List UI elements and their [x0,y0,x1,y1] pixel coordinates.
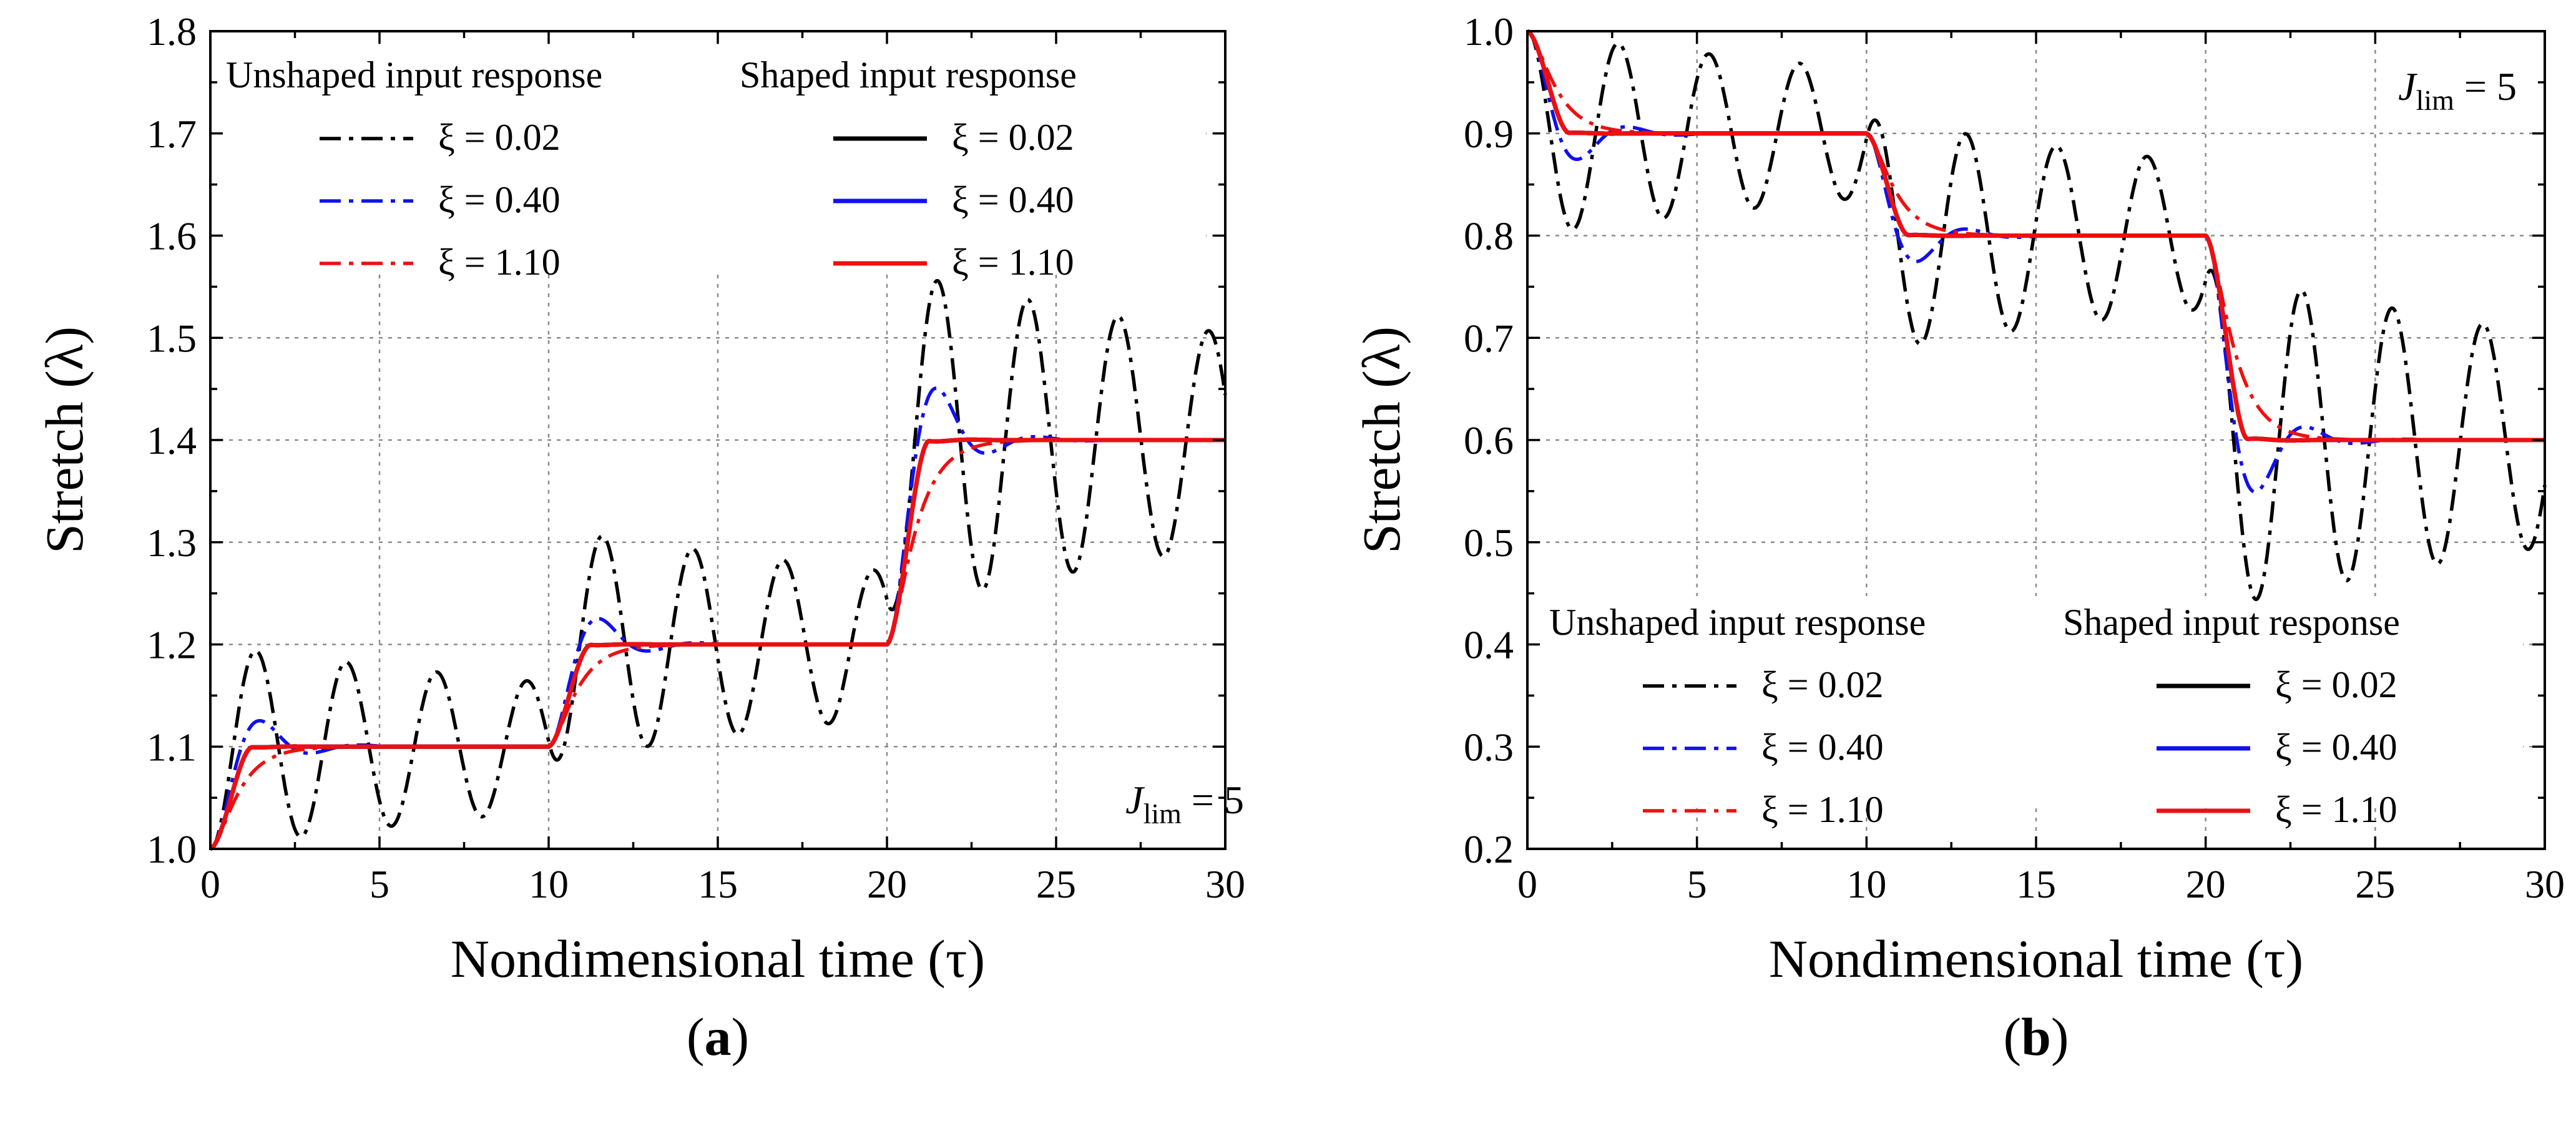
y-tick-label: 0.2 [1464,827,1514,871]
caption-letter: b [2021,1007,2051,1067]
caption-paren: ) [2051,1007,2069,1067]
caption-paren: ( [687,1007,705,1067]
series-lines [208,278,1227,851]
x-tick-label: 25 [1036,862,1076,906]
x-tick-label: 30 [2525,862,2565,906]
x-tick-label: 0 [200,862,220,906]
caption-letter: a [705,1007,732,1067]
y-axis-label: Stretch (λ) [34,326,94,554]
y-tick-label: 0.3 [1464,725,1514,769]
legend-background [1530,596,2523,805]
x-axis-label: Nondimensional time (τ) [451,929,985,989]
y-tick-label: 0.9 [1464,112,1514,156]
series-line-shaped-r [1526,29,2547,443]
y-tick-label: 1.0 [147,827,197,871]
jlim-annotation: Jlim = 5 [2398,64,2517,116]
ticks: 0 5 10 15 20 25 30 0.2 0.3 0.4 0.5 0.6 0.7 0.8 0.9 1.0 [1464,9,2565,906]
annotation-subscript: lim [2416,84,2455,116]
y-tick-label: 1.8 [147,9,197,54]
legend-label-unshaped-k: ξ = 0.02 [1761,664,1884,705]
y-tick-label: 1.6 [147,214,197,258]
y-tick-label: 1.3 [147,521,197,565]
legend-label-shaped-r: ξ = 1.10 [2275,789,2397,830]
annotation-symbol: J [2398,64,2417,109]
series-lines [1526,29,2547,602]
legend-header-unshaped: Unshaped input response [226,54,602,95]
x-tick-label: 25 [2355,862,2395,906]
legend-label-unshaped-b: ξ = 0.40 [1761,727,1884,768]
legend-header-unshaped: Unshaped input response [1549,602,1926,643]
series-line-unshaped-b [209,386,1227,851]
ticks: 0 5 10 15 20 25 30 1.0 1.1 1.2 1.3 1.4 1.5 1.6 1.7 1.8 [147,9,1245,906]
legend-label-shaped-k: ξ = 0.02 [952,117,1074,158]
legend-label-shaped-r: ξ = 1.10 [952,242,1074,283]
legend-label-shaped-b: ξ = 0.40 [2275,727,2397,768]
legend-header-shaped: Shaped input response [2063,602,2400,643]
x-tick-label: 15 [698,862,738,906]
legend: Unshaped input response Shaped input resp… [226,54,1077,283]
series-line-unshaped-k [1526,29,2547,602]
y-tick-label: 1.1 [147,725,197,769]
y-tick-label: 1.2 [147,623,197,667]
legend: Unshaped input response Shaped input resp… [1549,602,2400,830]
x-tick-label: 30 [1205,862,1245,906]
y-tick-label: 0.5 [1464,521,1514,565]
caption-paren: ) [732,1007,750,1067]
caption-paren: ( [2003,1007,2021,1067]
jlim-annotation: Jlim = 5 [1125,778,1244,830]
legend-label-unshaped-r: ξ = 1.10 [1761,789,1884,830]
legend-label-unshaped-r: ξ = 1.10 [438,242,561,283]
series-line-unshaped-k [209,278,1227,851]
x-tick-label: 5 [370,862,389,906]
panel-caption: (b) [2003,1007,2069,1067]
x-tick-label: 10 [1846,862,1886,906]
panel-caption: (a) [687,1007,749,1067]
annotation-symbol: J [1125,778,1145,822]
legend-label-unshaped-k: ξ = 0.02 [438,117,561,158]
legend-header-shaped: Shaped input response [740,54,1077,95]
annotation-subscript: lim [1144,798,1182,830]
panel-b-chart: 0 5 10 15 20 25 30 0.2 0.3 0.4 0.5 0.6 0.7 0.8 0.9 1.0 N… [1351,9,2565,1067]
y-tick-label: 1.4 [147,418,197,463]
panel-a-chart: 0 5 10 15 20 25 30 1.0 1.1 1.2 1.3 1.4 1.5 1.6 1.7 1.8 N… [34,9,1245,1067]
x-tick-label: 15 [2016,862,2056,906]
y-tick-label: 1.7 [147,112,197,156]
legend-label-shaped-k: ξ = 0.02 [2275,664,2397,705]
y-tick-label: 1.5 [147,316,197,360]
x-tick-label: 5 [1687,862,1707,906]
x-tick-label: 20 [867,862,907,906]
x-tick-label: 20 [2186,862,2226,906]
y-tick-label: 0.7 [1464,316,1514,360]
x-tick-label: 0 [1517,862,1537,906]
legend-label-unshaped-b: ξ = 0.40 [438,179,561,220]
annotation-value: = 5 [2454,64,2517,109]
series-line-shaped-r [208,437,1227,851]
y-tick-label: 1.0 [1464,9,1514,54]
legend-background [207,49,1206,270]
annotation-value: = 5 [1182,778,1244,822]
x-axis-label: Nondimensional time (τ) [1769,929,2303,989]
legend-label-shaped-b: ξ = 0.40 [952,179,1074,220]
y-tick-label: 0.4 [1464,623,1514,667]
y-tick-label: 0.6 [1464,418,1514,463]
x-tick-label: 10 [529,862,569,906]
y-tick-label: 0.8 [1464,214,1514,258]
y-axis-label: Stretch (λ) [1351,326,1411,554]
